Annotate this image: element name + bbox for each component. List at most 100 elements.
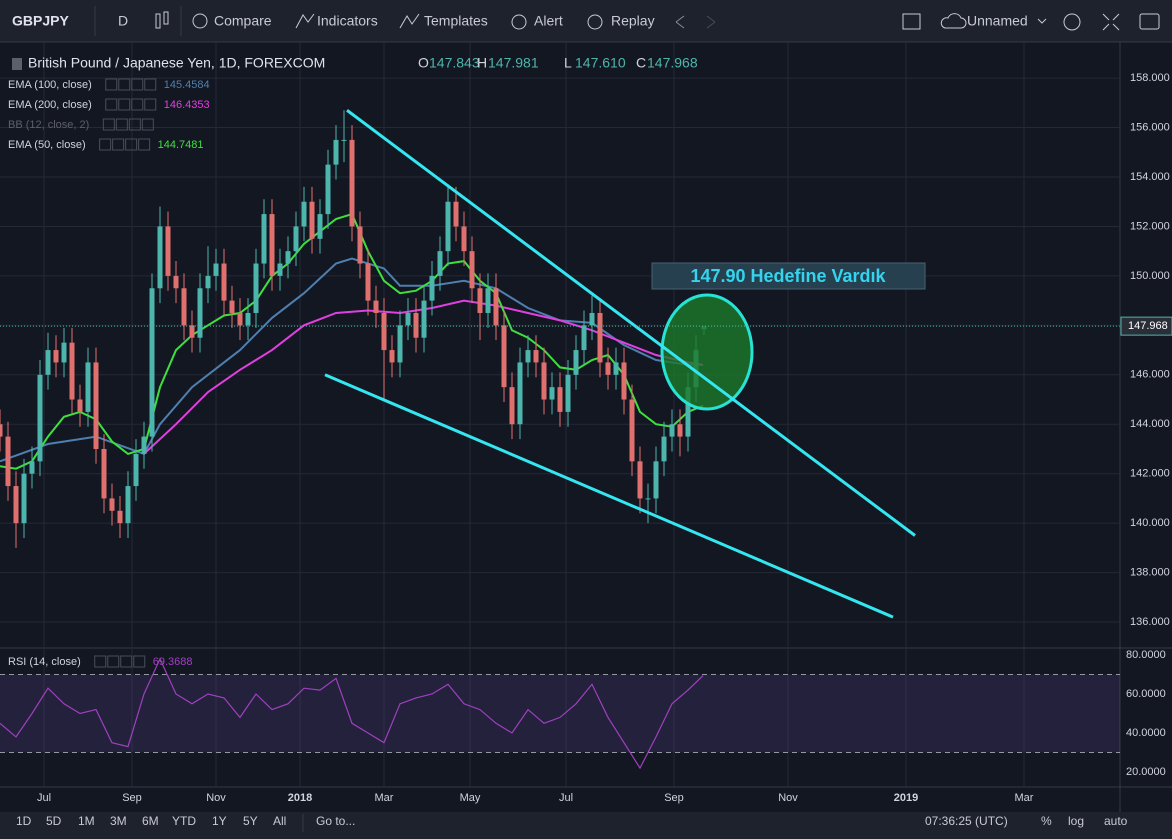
legend-name[interactable]: EMA (50, close) — [8, 139, 86, 151]
interval[interactable]: D — [118, 13, 128, 29]
range-button[interactable]: 1M — [78, 814, 95, 828]
redo-icon[interactable] — [706, 15, 716, 29]
goto-button[interactable]: Go to... — [316, 814, 355, 828]
ohlc-value: 147.843 — [429, 55, 480, 71]
legend-button[interactable] — [131, 78, 144, 91]
candle-body — [357, 226, 363, 264]
legend-button[interactable] — [105, 98, 118, 111]
scale-option[interactable]: log — [1068, 814, 1084, 828]
dropdown-arrow[interactable] — [1037, 18, 1047, 24]
rsi-tick-label: 40.0000 — [1126, 727, 1166, 739]
candle-body — [269, 214, 275, 276]
y-tick-label: 144.000 — [1130, 418, 1170, 430]
legend-button[interactable] — [141, 118, 154, 131]
alert-icon[interactable] — [511, 14, 527, 30]
indicators-icon[interactable] — [295, 13, 315, 29]
legend-button[interactable] — [133, 655, 146, 668]
scale-option[interactable]: auto — [1104, 814, 1128, 828]
y-tick-label: 140.000 — [1130, 517, 1170, 529]
candle-body — [677, 424, 683, 437]
toolbar-button[interactable]: Compare — [214, 13, 272, 29]
range-button[interactable]: 5D — [46, 814, 62, 828]
legend-name[interactable]: EMA (100, close) — [8, 79, 92, 91]
candle-body — [501, 325, 507, 388]
legend-button[interactable] — [118, 98, 131, 111]
last-price-box — [1120, 316, 1172, 336]
candle-body — [517, 362, 523, 425]
chart-title: British Pound / Japanese Yen, 1D, FOREXC… — [28, 55, 325, 71]
legend-button[interactable] — [94, 655, 107, 668]
candle-body — [325, 164, 331, 215]
scale-option[interactable]: % — [1041, 814, 1052, 828]
toolbar-button[interactable]: Alert — [534, 13, 563, 29]
legend-name[interactable]: EMA (200, close) — [8, 99, 92, 111]
ohlc-value: 147.610 — [575, 55, 626, 71]
toolbar-button[interactable]: Templates — [424, 13, 488, 29]
candle-body — [349, 139, 355, 227]
candle-body — [437, 251, 443, 276]
legend-button[interactable] — [115, 118, 128, 131]
legend-button[interactable] — [99, 138, 112, 151]
candle-body — [429, 275, 435, 301]
candle-body — [21, 473, 27, 524]
ohlc-value: 147.981 — [488, 55, 539, 71]
toolbar-button[interactable]: Indicators — [317, 13, 378, 29]
snapshot-icon[interactable] — [1139, 13, 1160, 30]
candle-body — [221, 263, 227, 301]
y-tick-label: 154.000 — [1130, 171, 1170, 183]
candle-body — [477, 288, 483, 313]
toolbar-button[interactable]: Replay — [611, 13, 655, 29]
legend-button[interactable] — [144, 98, 157, 111]
legend-name[interactable]: BB (12, close, 2) — [8, 119, 89, 131]
compare-icon[interactable] — [192, 13, 208, 29]
candle-body — [157, 226, 163, 289]
cloud-icon[interactable] — [940, 13, 967, 29]
expand-icon[interactable] — [1102, 13, 1120, 31]
range-button[interactable]: 3M — [110, 814, 127, 828]
candle-body — [109, 498, 115, 511]
legend-button[interactable] — [144, 78, 157, 91]
legend-button[interactable] — [128, 118, 141, 131]
ohlc-value: 147.968 — [647, 55, 698, 71]
range-button[interactable]: All — [273, 814, 286, 828]
range-button[interactable]: 1Y — [212, 814, 227, 828]
candle-body — [485, 288, 491, 313]
symbol[interactable]: GBPJPY — [12, 13, 69, 29]
overlay: 147.968 — [0, 109, 1172, 619]
candle-body — [533, 350, 539, 363]
candle-body — [61, 342, 67, 363]
legend-button[interactable] — [107, 655, 120, 668]
y-tick-label: 150.000 — [1130, 270, 1170, 282]
legend-button[interactable] — [125, 138, 138, 151]
candle-body — [77, 399, 83, 412]
legend-button[interactable] — [118, 78, 131, 91]
last-price-label: 147.968 — [1128, 320, 1168, 332]
rsi-legend-name[interactable]: RSI (14, close) — [8, 656, 81, 668]
candle-body — [421, 300, 427, 338]
layout-name[interactable]: Unnamed — [967, 13, 1028, 29]
legend-button[interactable] — [105, 78, 118, 91]
fullscreen-box-icon[interactable] — [902, 13, 921, 30]
candle-body — [629, 399, 635, 462]
settings-icon[interactable] — [1063, 13, 1081, 31]
templates-icon[interactable] — [399, 13, 420, 29]
legend-button[interactable] — [102, 118, 115, 131]
range-button[interactable]: 5Y — [243, 814, 258, 828]
candle-icon[interactable] — [155, 11, 169, 29]
x-tick-label: Sep — [664, 792, 684, 804]
range-button[interactable]: 1D — [16, 814, 32, 828]
legend-button[interactable] — [120, 655, 133, 668]
range-button[interactable]: 6M — [142, 814, 159, 828]
legend-button[interactable] — [131, 98, 144, 111]
candle-body — [637, 461, 643, 499]
x-tick-label: May — [460, 792, 481, 804]
legend-button[interactable] — [138, 138, 151, 151]
range-button[interactable]: YTD — [172, 814, 196, 828]
legend-button[interactable] — [112, 138, 125, 151]
y-tick-label: 158.000 — [1130, 72, 1170, 84]
undo-icon[interactable] — [675, 15, 685, 29]
y-tick-label: 152.000 — [1130, 220, 1170, 232]
replay-icon[interactable] — [587, 14, 603, 30]
x-tick-label: Nov — [778, 792, 798, 804]
